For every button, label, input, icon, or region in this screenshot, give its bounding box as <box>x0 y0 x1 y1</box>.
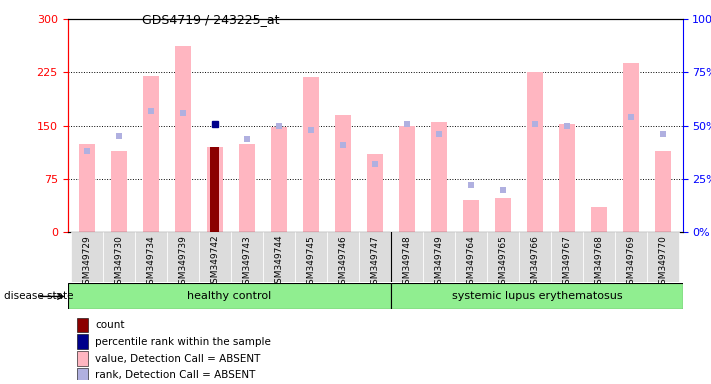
Bar <box>135 232 167 282</box>
Bar <box>77 334 88 349</box>
Bar <box>231 232 263 282</box>
Bar <box>423 232 455 282</box>
Bar <box>327 232 359 282</box>
Text: GSM349745: GSM349745 <box>306 235 316 290</box>
Bar <box>367 154 383 232</box>
Text: GSM349766: GSM349766 <box>530 235 540 290</box>
Bar <box>647 232 679 282</box>
Text: GSM349734: GSM349734 <box>146 235 155 290</box>
Text: GSM349747: GSM349747 <box>370 235 380 290</box>
Bar <box>207 147 223 232</box>
Bar <box>295 232 327 282</box>
Bar <box>624 63 639 232</box>
Bar <box>399 126 415 232</box>
Bar <box>431 122 447 232</box>
Bar <box>199 232 231 282</box>
Bar <box>551 232 583 282</box>
Bar <box>560 124 575 232</box>
Bar <box>79 144 95 232</box>
Bar <box>77 351 88 366</box>
Bar <box>71 232 103 282</box>
Text: disease state: disease state <box>4 291 73 301</box>
Text: GSM349769: GSM349769 <box>627 235 636 290</box>
Text: value, Detection Call = ABSENT: value, Detection Call = ABSENT <box>95 354 261 364</box>
Bar <box>239 144 255 232</box>
Text: GSM349748: GSM349748 <box>402 235 412 290</box>
Text: GSM349746: GSM349746 <box>338 235 348 290</box>
Text: GSM349744: GSM349744 <box>274 235 284 290</box>
Bar <box>210 147 219 232</box>
Text: GSM349730: GSM349730 <box>114 235 123 290</box>
Bar <box>68 283 391 309</box>
Bar <box>455 232 487 282</box>
Text: GSM349768: GSM349768 <box>595 235 604 290</box>
Text: GSM349729: GSM349729 <box>82 235 91 290</box>
Bar <box>103 232 135 282</box>
Bar <box>175 46 191 232</box>
Bar <box>583 232 615 282</box>
Text: GSM349743: GSM349743 <box>242 235 252 290</box>
Text: systemic lupus erythematosus: systemic lupus erythematosus <box>451 291 622 301</box>
Bar <box>527 73 543 232</box>
Bar <box>263 232 295 282</box>
Text: count: count <box>95 320 124 330</box>
Bar <box>487 232 519 282</box>
Bar <box>77 368 88 383</box>
Text: rank, Detection Call = ABSENT: rank, Detection Call = ABSENT <box>95 371 255 381</box>
Bar <box>391 283 683 309</box>
Bar <box>335 115 351 232</box>
Bar <box>656 151 671 232</box>
Bar <box>143 76 159 232</box>
Bar <box>77 318 88 333</box>
Bar <box>359 232 391 282</box>
Text: GSM349764: GSM349764 <box>466 235 476 290</box>
Text: GSM349739: GSM349739 <box>178 235 188 290</box>
Text: GSM349767: GSM349767 <box>562 235 572 290</box>
Bar <box>391 232 423 282</box>
Bar <box>592 207 607 232</box>
Bar <box>519 232 551 282</box>
Bar <box>303 78 319 232</box>
Bar <box>615 232 647 282</box>
Text: GSM349765: GSM349765 <box>498 235 508 290</box>
Bar <box>495 198 511 232</box>
Text: GDS4719 / 243225_at: GDS4719 / 243225_at <box>142 13 279 26</box>
Text: healthy control: healthy control <box>187 291 272 301</box>
Text: GSM349770: GSM349770 <box>659 235 668 290</box>
Bar <box>271 127 287 232</box>
Bar <box>463 200 479 232</box>
Bar <box>111 151 127 232</box>
Text: GSM349749: GSM349749 <box>434 235 444 290</box>
Bar <box>167 232 199 282</box>
Text: percentile rank within the sample: percentile rank within the sample <box>95 337 271 347</box>
Text: GSM349742: GSM349742 <box>210 235 220 290</box>
